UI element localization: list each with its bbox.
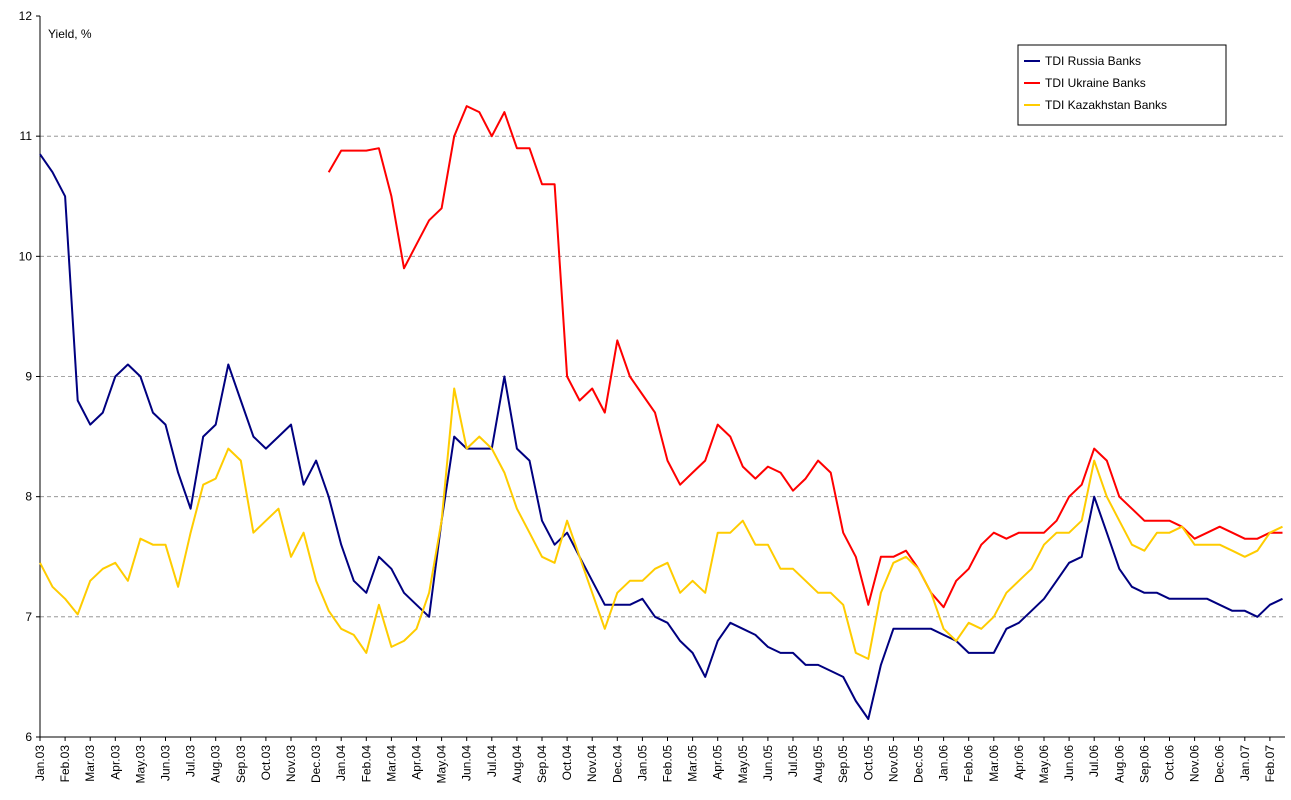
x-tick-label: Apr.05 (711, 745, 725, 780)
x-tick-label: Nov.06 (1188, 745, 1202, 782)
legend: TDI Russia Banks TDI Ukraine Banks TDI Kaz… (1017, 44, 1227, 126)
y-tick-label: 11 (20, 129, 33, 143)
y-tick-label: 12 (19, 9, 33, 23)
x-tick-label: Dec.04 (610, 745, 624, 783)
x-tick-label: Jan.05 (635, 745, 649, 781)
legend-box (1017, 44, 1227, 126)
x-tick-label: Sep.04 (535, 745, 549, 783)
x-tick-label: Sep.05 (836, 745, 850, 783)
x-tick-label: Nov.04 (585, 745, 599, 782)
x-tick-label: Feb.03 (58, 745, 72, 783)
x-tick-label: Nov.05 (886, 745, 900, 782)
legend-label: TDI Russia Banks (1045, 54, 1141, 68)
x-tick-label: Feb.06 (962, 745, 976, 783)
x-tick-label: Feb.05 (661, 745, 675, 783)
x-tick-label: Feb.04 (359, 745, 373, 783)
x-tick-label: Mar.05 (686, 745, 700, 782)
x-tick-label: Oct.03 (259, 745, 273, 781)
x-tick-label: Jul.05 (786, 745, 800, 777)
legend-label: TDI Kazakhstan Banks (1045, 98, 1167, 112)
x-tick-label: Aug.04 (510, 745, 524, 783)
x-tick-label: Jan.04 (334, 745, 348, 781)
series-line (39, 387, 1283, 660)
x-tick-label: Dec.05 (912, 745, 926, 783)
x-tick-label: Aug.06 (1112, 745, 1126, 783)
x-tick-label: Jan.06 (937, 745, 951, 781)
x-tick-label: May.04 (435, 745, 449, 784)
x-tick-label: Jan.07 (1238, 745, 1252, 781)
x-tick-label: Mar.03 (83, 745, 97, 782)
x-tick-label: Mar.06 (987, 745, 1001, 782)
y-axis-label: Yield, % (48, 27, 92, 41)
series-line (327, 105, 1283, 609)
x-tick-label: Oct.05 (861, 745, 875, 781)
x-tick-label: May.05 (736, 745, 750, 784)
x-tick-label: Nov.03 (284, 745, 298, 782)
x-tick-label: Jun.04 (460, 745, 474, 781)
y-tick-label: 9 (25, 370, 32, 384)
x-tick-label: Oct.04 (560, 745, 574, 781)
x-tick-label: Jul.03 (184, 745, 198, 777)
x-tick-label: Jul.06 (1087, 745, 1101, 777)
y-tick-label: 7 (25, 610, 32, 624)
x-tick-label: May.03 (133, 745, 147, 784)
series-line (39, 153, 1283, 720)
x-tick-label: Oct.06 (1163, 745, 1177, 781)
x-tick-label: Jun.03 (159, 745, 173, 781)
legend-label: TDI Ukraine Banks (1045, 76, 1146, 90)
x-tick-label: May.06 (1037, 745, 1051, 784)
x-tick-label: Jan.03 (33, 745, 47, 781)
x-tick-label: Apr.04 (410, 745, 424, 780)
x-tick-label: Jun.06 (1062, 745, 1076, 781)
x-tick-label: Jul.04 (485, 745, 499, 777)
x-tick-label: Aug.05 (811, 745, 825, 783)
y-tick-label: 6 (25, 730, 32, 744)
x-tick-label: Jun.05 (761, 745, 775, 781)
x-tick-label: Sep.03 (234, 745, 248, 783)
y-tick-label: 8 (25, 490, 32, 504)
x-tick-label: Sep.06 (1137, 745, 1151, 783)
x-tick-label: Aug.03 (209, 745, 223, 783)
x-tick-label: Feb.07 (1263, 745, 1277, 783)
x-tick-label: Mar.04 (384, 745, 398, 782)
x-tick-label: Apr.06 (1012, 745, 1026, 780)
y-tick-label: 10 (19, 249, 33, 263)
x-tick-label: Dec.03 (309, 745, 323, 783)
x-tick-label: Apr.03 (108, 745, 122, 780)
x-tick-label: Dec.06 (1213, 745, 1227, 783)
